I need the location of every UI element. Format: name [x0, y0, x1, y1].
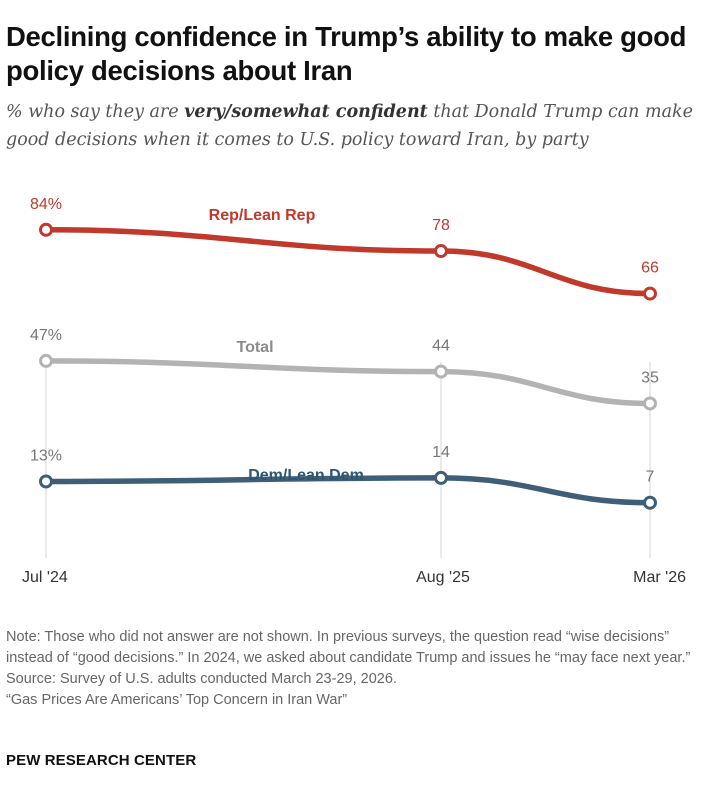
data-point-rep-1 [434, 244, 448, 259]
report-title: “Gas Prices Are Americans’ Top Concern i… [6, 692, 348, 708]
data-point-total-2 [643, 396, 657, 411]
data-label-dem-0: 13% [30, 447, 62, 464]
data-point-total-1 [434, 364, 448, 379]
data-point-dem-1 [434, 470, 448, 485]
line-chart: Jul '24 Aug '25 Mar '26 84% 78 66 Rep/Lean Rep… [22, 196, 686, 586]
chart-notes: Note: Those who did not answer are not s… [6, 627, 706, 711]
data-point-dem-2 [643, 495, 657, 510]
series-name-dem: Dem/Lean Dem [248, 467, 364, 484]
data-point-total-0 [39, 353, 53, 368]
chart-title: Declining confidence in Trump’s ability … [6, 21, 687, 86]
x-tick-label-1: Aug '25 [416, 569, 470, 586]
subtitle-before: % who say they are [6, 102, 185, 122]
data-point-rep-0 [39, 222, 53, 237]
data-label-rep-0: 84% [30, 196, 62, 213]
series-line-total [43, 358, 653, 407]
series-name-total: Total [236, 339, 273, 356]
subtitle-after: that Donald Trump can make good decision… [6, 102, 694, 150]
data-label-dem-1: 14 [432, 444, 450, 461]
chart-subtitle: % who say they are very/somewhat confide… [6, 98, 706, 154]
series-line-rep [43, 227, 653, 297]
x-tick-label-2: Mar '26 [633, 569, 686, 586]
x-tick-label-0: Jul '24 [22, 569, 68, 586]
data-point-rep-2 [643, 286, 657, 301]
data-label-total-1: 44 [432, 338, 450, 355]
data-label-total-0: 47% [30, 327, 62, 344]
subtitle-emphasis: very/somewhat confident [184, 102, 428, 122]
series-name-rep: Rep/Lean Rep [209, 207, 316, 224]
note-text: Note: Those who did not answer are not s… [6, 629, 691, 666]
series-line-dem [43, 475, 653, 506]
data-point-dem-0 [39, 474, 53, 489]
source-text: Source: Survey of U.S. adults conducted … [6, 671, 397, 687]
data-label-dem-2: 7 [646, 469, 655, 486]
brand-logo-text: PEW RESEARCH CENTER [6, 752, 197, 769]
data-label-rep-2: 66 [641, 260, 659, 277]
data-label-total-2: 35 [641, 369, 659, 386]
data-label-rep-1: 78 [432, 217, 450, 234]
